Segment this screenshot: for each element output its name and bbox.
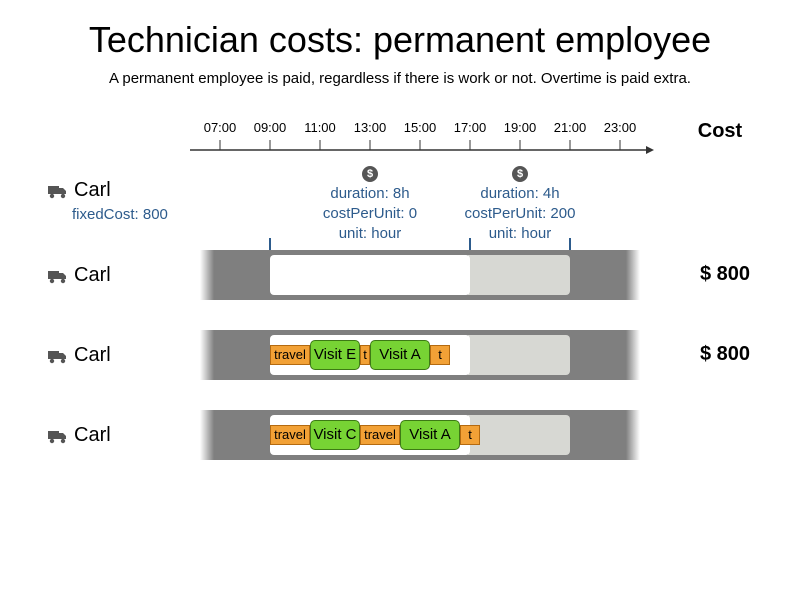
row-technician: Carl bbox=[48, 263, 111, 290]
period-boundary-marker bbox=[469, 238, 471, 250]
cost-column-header: Cost bbox=[697, 120, 743, 142]
period-duration: duration: 8h bbox=[330, 185, 410, 202]
tick-label: 23:00 bbox=[603, 120, 637, 135]
truck-icon bbox=[48, 346, 68, 370]
tick-label: 19:00 bbox=[503, 120, 537, 135]
tick-label: 15:00 bbox=[403, 120, 437, 135]
visit-block[interactable]: Visit C bbox=[310, 420, 360, 450]
overtime-period bbox=[468, 415, 570, 455]
visit-block[interactable]: Visit E bbox=[310, 340, 360, 370]
period-cost-per-unit: costPerUnit: 0 bbox=[322, 205, 418, 222]
row-technician: Carl bbox=[48, 423, 111, 450]
cost-period-info: duration: 8h costPerUnit: 0 unit: hour bbox=[290, 184, 450, 244]
tick-label: 11:00 bbox=[304, 120, 336, 135]
row-cost: $ 800 bbox=[699, 343, 751, 365]
cost-period-info: duration: 4h costPerUnit: 200 unit: hour bbox=[440, 184, 600, 244]
truck-icon bbox=[48, 426, 68, 450]
tick-label: 13:00 bbox=[353, 120, 387, 135]
tick-label: 07:00 bbox=[203, 120, 237, 135]
technician-definition: Carl bbox=[48, 178, 111, 205]
visit-block[interactable]: Visit A bbox=[400, 420, 460, 450]
travel-block[interactable]: t bbox=[460, 425, 480, 445]
tick-label: 09:00 bbox=[253, 120, 287, 135]
tick-label: 17:00 bbox=[453, 120, 487, 135]
period-unit: unit: hour bbox=[488, 225, 552, 242]
period-boundary-marker bbox=[569, 238, 571, 250]
row-technician-name: Carl bbox=[74, 424, 111, 446]
period-cost-per-unit: costPerUnit: 200 bbox=[464, 205, 576, 222]
travel-block[interactable]: t bbox=[360, 345, 370, 365]
tick-label: 21:00 bbox=[553, 120, 587, 135]
truck-icon bbox=[48, 181, 68, 205]
overtime-period bbox=[468, 255, 570, 295]
period-unit: unit: hour bbox=[338, 225, 402, 242]
truck-icon bbox=[48, 266, 68, 290]
row-technician-name: Carl bbox=[74, 344, 111, 366]
travel-block[interactable]: travel bbox=[270, 425, 310, 445]
technician-name: Carl bbox=[74, 179, 111, 201]
travel-block[interactable]: t bbox=[430, 345, 450, 365]
regular-shift-period bbox=[270, 255, 470, 295]
page-subtitle: A permanent employee is paid, regardless… bbox=[109, 70, 691, 87]
row-cost: $ 800 bbox=[699, 263, 751, 285]
dollar-icon: $ bbox=[512, 166, 528, 182]
period-boundary-marker bbox=[269, 238, 271, 250]
timeline-axis-line bbox=[190, 140, 654, 154]
dollar-icon: $ bbox=[362, 166, 378, 182]
row-technician-name: Carl bbox=[74, 264, 111, 286]
overtime-period bbox=[468, 335, 570, 375]
travel-block[interactable]: travel bbox=[360, 425, 400, 445]
fixed-cost-label: fixedCost: 800 bbox=[72, 206, 168, 223]
page-title: Technician costs: permanent employee bbox=[88, 19, 712, 60]
travel-block[interactable]: travel bbox=[270, 345, 310, 365]
row-technician: Carl bbox=[48, 343, 111, 370]
period-duration: duration: 4h bbox=[480, 185, 560, 202]
visit-block[interactable]: Visit A bbox=[370, 340, 430, 370]
